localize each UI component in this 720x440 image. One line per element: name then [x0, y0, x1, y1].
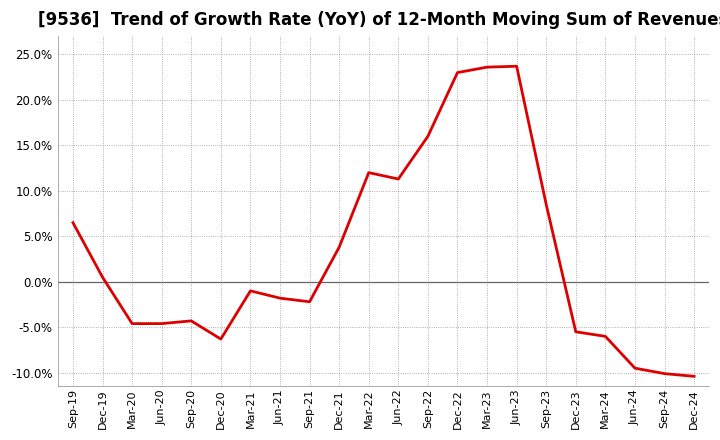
Title: [9536]  Trend of Growth Rate (YoY) of 12-Month Moving Sum of Revenues: [9536] Trend of Growth Rate (YoY) of 12-…: [38, 11, 720, 29]
